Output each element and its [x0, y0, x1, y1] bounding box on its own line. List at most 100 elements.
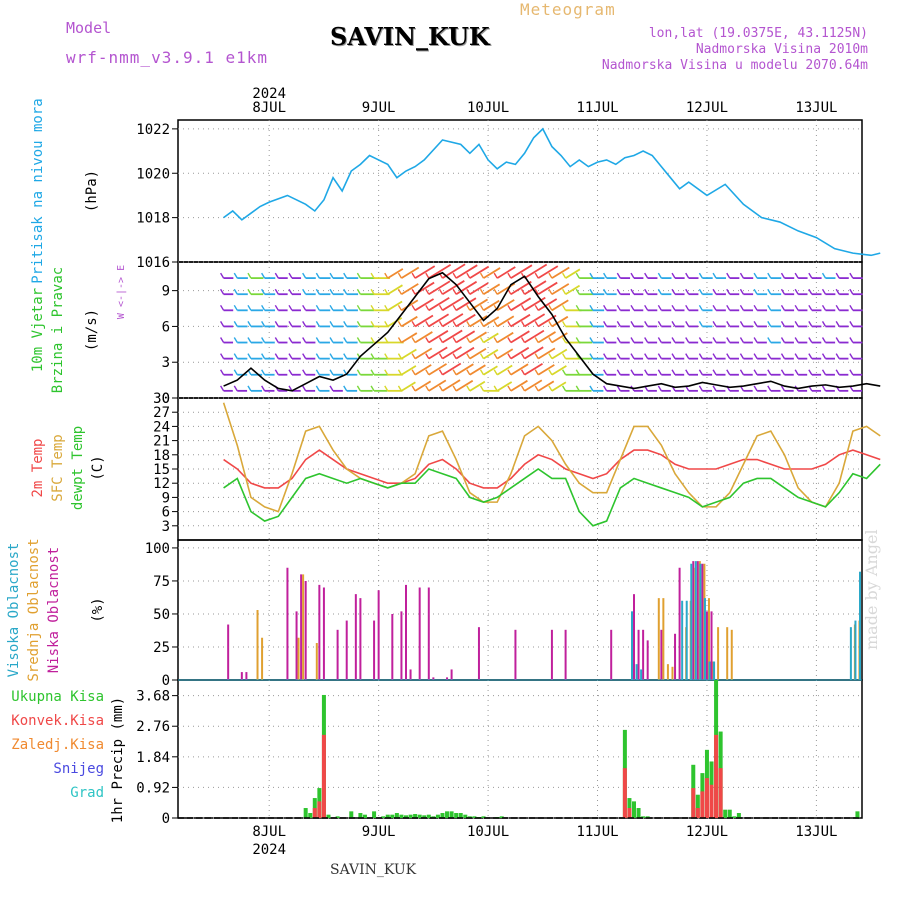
- ytick-label-precip: 1.84: [136, 750, 170, 766]
- wind-barb: [496, 348, 514, 360]
- wind-barb-flag: [561, 288, 567, 295]
- wind-barb: [496, 266, 516, 279]
- wind-barb-flag: [411, 353, 416, 359]
- wind-barb-flag: [425, 353, 430, 359]
- wind-barb: [524, 346, 544, 360]
- wind-barb-flag: [589, 304, 594, 311]
- wind-barb-flag: [288, 337, 293, 343]
- wind-barb-flag: [288, 321, 293, 327]
- wind-barb-flag: [808, 288, 813, 295]
- wind-barb-flag: [534, 385, 539, 392]
- precip-bar: [326, 814, 331, 818]
- ytick-label-temperature: 6: [162, 505, 170, 521]
- wind-barb-flag: [657, 272, 662, 279]
- wind-barb-flag: [767, 272, 772, 279]
- wind-barb-flag: [835, 288, 840, 295]
- wind-barb-flag: [767, 321, 772, 327]
- precip-bar: [358, 813, 363, 818]
- ytick-label-temperature: 3: [162, 519, 170, 535]
- wind-barb-flag: [329, 304, 334, 311]
- model-elevation-text: Nadmorska Visina u modelu 2070.64m: [601, 58, 868, 73]
- wind-barb-flag: [438, 385, 444, 392]
- temp-line-2: [223, 463, 881, 527]
- wind-barb-flag: [261, 272, 266, 279]
- wind-barb-flag: [808, 272, 813, 279]
- wind-speed-line: [223, 271, 881, 392]
- wind-barb-flag: [644, 321, 649, 327]
- xtick-top-label: 11JUL: [576, 100, 618, 116]
- wind-barb-flag: [315, 304, 320, 311]
- precip-bar: [727, 809, 732, 818]
- wind-barb-flag: [438, 353, 444, 359]
- precip-bar: [499, 816, 504, 818]
- wind-barb-flag: [561, 369, 567, 376]
- temp-line-0: [223, 449, 881, 489]
- wind-barb-flag: [219, 353, 225, 359]
- wind-barb: [469, 331, 487, 344]
- wind-barb: [483, 299, 500, 312]
- model-label: Model: [66, 19, 112, 37]
- precip-legend-item: Snijeg: [53, 761, 104, 777]
- ytick-label-precip: 0: [162, 811, 170, 827]
- wind-barb-flag: [247, 337, 252, 343]
- wind-barb-flag: [302, 288, 307, 295]
- wind-barb: [551, 332, 568, 344]
- precip-bar: [317, 801, 322, 818]
- wind-barb-flag: [411, 288, 416, 295]
- ytick-label-cloud: 75: [153, 574, 170, 590]
- wind-barb-flag: [821, 353, 827, 359]
- elevation-text: Nadmorska Visina 2010m: [695, 42, 868, 57]
- wind-barb-flag: [685, 321, 690, 327]
- wind-barb-flag: [644, 272, 649, 279]
- ytick-label-precip: 0.92: [136, 780, 170, 796]
- wind-barb-flag: [507, 353, 512, 359]
- precip-bar: [636, 808, 641, 818]
- wind-barb-flag: [356, 288, 362, 295]
- wind-barb: [387, 300, 403, 312]
- precip-bar: [645, 816, 650, 818]
- pressure-line: [223, 127, 881, 257]
- wind-barb: [496, 364, 513, 376]
- precip-bar: [362, 814, 367, 818]
- ytick-label-wind: 9: [162, 284, 170, 300]
- ytick-label-temperature: 30: [153, 391, 170, 407]
- wind-barb-flag: [397, 369, 403, 376]
- wind-barb-flag: [370, 304, 375, 311]
- wind-barb: [524, 296, 546, 312]
- temp-unit: (C): [90, 455, 106, 480]
- xtick-bottom-label: 11JUL: [576, 824, 618, 840]
- precip-bar: [622, 768, 627, 818]
- wind-barb-flag: [274, 272, 279, 279]
- wind-barb: [455, 313, 476, 328]
- wind-barb-flag: [384, 337, 389, 343]
- wind-barb-flag: [343, 337, 348, 343]
- wind-barb: [442, 313, 464, 328]
- wind-barb-flag: [726, 353, 731, 359]
- wind-barb-flag: [384, 369, 389, 376]
- wind-barb-flag: [302, 321, 307, 327]
- wind-barb-flag: [780, 321, 786, 327]
- wind-barb: [455, 346, 475, 360]
- wind-barb-flag: [698, 385, 704, 392]
- wind-barb: [442, 362, 462, 376]
- wind-barb-flag: [233, 385, 238, 392]
- wind-barb-flag: [507, 304, 512, 311]
- wind-barb: [510, 280, 532, 295]
- wind-barb-flag: [356, 272, 362, 279]
- wind-barb-flag: [247, 288, 252, 295]
- wind-barb-flag: [493, 272, 498, 279]
- wind-barb-flag: [835, 321, 840, 327]
- precip-bar: [732, 816, 737, 818]
- precip-bar: [695, 794, 700, 818]
- wind-barb-flag: [849, 369, 854, 376]
- precip-bar: [394, 813, 399, 818]
- xtick-bottom-label: 9JUL: [362, 824, 396, 840]
- ytick-label-wind: 3: [162, 355, 170, 371]
- wind-barb-flag: [233, 337, 238, 343]
- wind-barb-flag: [808, 337, 813, 343]
- wind-barb: [483, 349, 499, 360]
- wind-barb-flag: [849, 272, 854, 279]
- wind-barb-flag: [561, 337, 567, 343]
- wind-barb-flag: [698, 369, 704, 376]
- wind-barb-flag: [411, 321, 416, 327]
